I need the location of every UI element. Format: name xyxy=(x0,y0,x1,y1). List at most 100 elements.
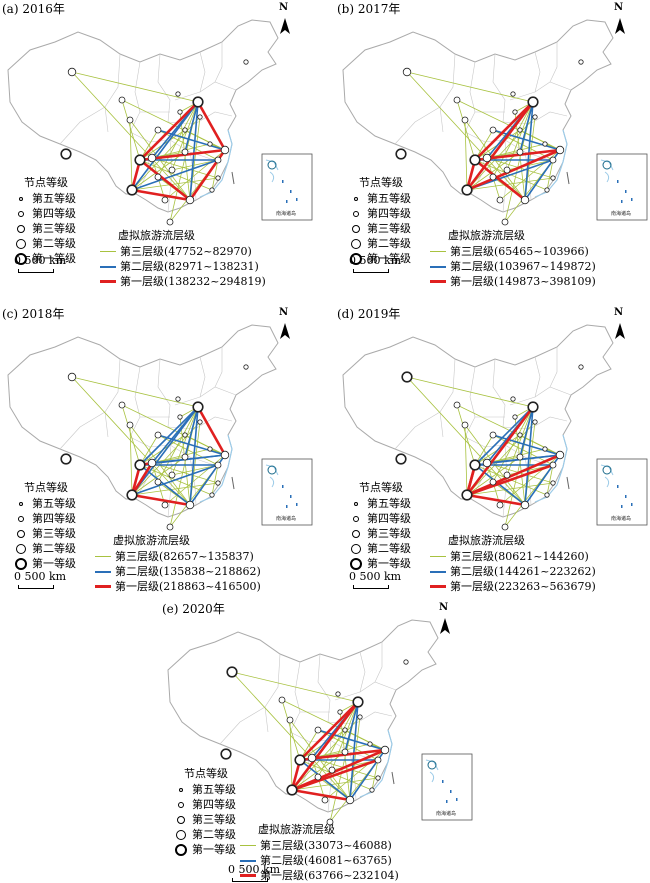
flow-line-level-3 xyxy=(231,671,351,801)
flow-legend: 虚拟旅游流层级 第三层级 (65465~103966) 第二层级 (103967~1… xyxy=(430,228,596,289)
flow-line-level-2 xyxy=(344,701,359,753)
flow-range-1: (138232~294819) xyxy=(164,275,266,288)
node-level-5: 第五等级 xyxy=(32,192,76,205)
node-changsha xyxy=(328,766,336,774)
flow-line-level-1 xyxy=(473,100,535,162)
province-boundary xyxy=(394,106,441,145)
flow-line-level-3 xyxy=(171,101,199,171)
flow-line-level-3 xyxy=(171,406,199,476)
province-boundary xyxy=(359,651,366,693)
flow-line-level-3 xyxy=(311,743,371,759)
flow-line-level-3 xyxy=(546,159,554,191)
node-harbin xyxy=(578,59,584,65)
flow-line-level-1 xyxy=(130,188,192,202)
province-boundary xyxy=(349,751,357,801)
node-xiamen xyxy=(369,787,375,793)
south-china-sea-inset xyxy=(261,458,313,526)
node-level-2: 第二等级 xyxy=(367,542,411,555)
province-boundary xyxy=(129,61,141,133)
panel-2020: (e) 2020年 N 南海诸岛 节点等级 第五等级 第四等级 第三等级 第二等… xyxy=(160,600,480,882)
node-xiamen xyxy=(209,187,215,193)
node-kunming xyxy=(126,489,138,501)
flow-line-level-3 xyxy=(317,701,359,778)
node-guiyang xyxy=(489,478,497,486)
flow-line-level-3 xyxy=(344,729,386,751)
node-chongqing xyxy=(482,458,492,468)
flow-line-level-3 xyxy=(499,454,561,506)
flow-line-level-3 xyxy=(456,99,476,161)
inset-label: 南海诸岛 xyxy=(611,211,632,217)
node-guiyang xyxy=(314,773,322,781)
province-boundary xyxy=(439,53,456,133)
flow-line-level-2 xyxy=(519,101,534,153)
node-guangzhou xyxy=(345,795,355,805)
node-guangzhou xyxy=(520,195,530,205)
taiwan-mark xyxy=(566,171,570,185)
node-lanzhou xyxy=(126,116,134,124)
province-boundary xyxy=(549,347,558,388)
map-2018 xyxy=(7,323,313,531)
flow-line-level-3 xyxy=(406,376,534,408)
node-chongqing xyxy=(307,753,317,763)
node-xining xyxy=(278,696,286,704)
node-lanzhou xyxy=(126,421,134,429)
node-level-1: 第一等级 xyxy=(367,252,411,265)
flow-range-1: (223263~563679) xyxy=(494,580,596,593)
node-legend-title: 节点等级 xyxy=(184,767,228,780)
flow-range-3: (80621~144260) xyxy=(494,550,589,563)
flow-line-level-1 xyxy=(130,493,192,507)
flow-line-level-1 xyxy=(465,100,535,192)
node-legend: 节点等级 第五等级 第四等级 第三等级 第二等级 第一等级 xyxy=(10,175,76,266)
north-arrow xyxy=(440,618,450,634)
flow-range-3: (47752~82970) xyxy=(164,245,252,258)
node-urumqi xyxy=(226,666,238,678)
flow-line-level-3 xyxy=(171,159,219,171)
node-nanjing xyxy=(207,446,213,452)
node-nanjing xyxy=(367,741,373,747)
flow-line-level-3 xyxy=(519,129,561,151)
flow-range-2: (135838~218862) xyxy=(159,565,261,578)
flow-line-level-3 xyxy=(211,464,219,496)
node-level-3: 第三等级 xyxy=(32,222,76,235)
node-level-4: 第四等级 xyxy=(32,207,76,220)
coastline xyxy=(199,434,233,503)
node-lhasa xyxy=(395,453,407,465)
north-arrow-label: N xyxy=(279,307,289,318)
flow-line-level-3 xyxy=(331,701,359,771)
node-fuzhou xyxy=(215,480,221,486)
flow-line-level-2 xyxy=(492,434,561,456)
node-legend-title: 节点等级 xyxy=(24,176,68,189)
node-wuhan xyxy=(181,148,189,156)
node-kunming xyxy=(461,489,473,501)
node-hangzhou xyxy=(214,461,222,469)
map-2019 xyxy=(342,323,648,531)
flow-line-level-3 xyxy=(71,376,199,408)
flow-line-level-3 xyxy=(486,143,546,159)
province-boundary xyxy=(317,653,331,723)
province-boundary xyxy=(464,61,476,133)
node-guiyang xyxy=(154,173,162,181)
node-guangzhou xyxy=(520,500,530,510)
flow-line-level-1 xyxy=(138,158,192,202)
node-changsha xyxy=(168,471,176,479)
flow-legend: 虚拟旅游流层级 第三层级 (33073~46088) 第二层级 (46081~637… xyxy=(240,822,399,883)
flow-line-level-2 xyxy=(189,101,199,201)
north-arrow xyxy=(615,18,625,34)
flow-line-level-1 xyxy=(290,700,360,792)
flow-line-level-1 xyxy=(290,758,380,792)
flow-line-level-3 xyxy=(371,759,379,791)
node-haikou xyxy=(501,523,509,531)
node-chengdu xyxy=(469,459,481,471)
node-harbin xyxy=(403,659,409,665)
node-level-2: 第二等级 xyxy=(32,542,76,555)
node-haikou xyxy=(166,523,174,531)
node-level-3: 第三等级 xyxy=(367,527,411,540)
node-taiyuan xyxy=(177,414,183,420)
node-level-2: 第二等级 xyxy=(367,237,411,250)
node-xiamen xyxy=(544,492,550,498)
flow-line-level-2 xyxy=(317,729,386,751)
province-boundary xyxy=(374,642,383,683)
node-legend: 节点等级 第五等级 第四等级 第三等级 第二等级 第一等级 xyxy=(345,480,411,571)
province-boundary xyxy=(509,386,572,406)
flow-level-2: 第二层级 xyxy=(115,565,159,578)
